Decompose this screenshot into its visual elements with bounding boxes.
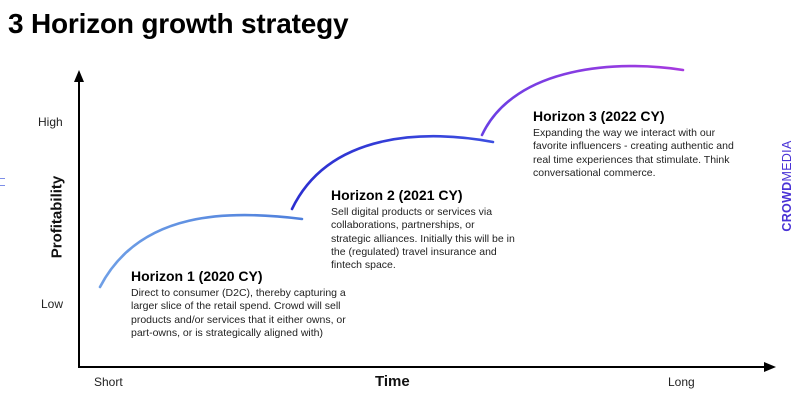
horizon-2-curve (290, 134, 495, 211)
x-tick-long: Long (668, 375, 695, 389)
page-title: 3 Horizon growth strategy (8, 8, 349, 39)
y-tick-low: Low (41, 297, 64, 311)
brand-logo-part2: MEDIA (780, 140, 794, 182)
y-tick-high: High (38, 115, 63, 129)
x-tick-short: Short (94, 375, 123, 389)
horizon-3-curve (480, 64, 685, 137)
horizon-2-description: Sell digital products or services via co… (331, 206, 515, 272)
y-axis-label: Profitability (48, 175, 66, 259)
horizon-1-text: Horizon 1 (2020 CY) Direct to consumer (… (131, 268, 346, 340)
horizon-2-title: Horizon 2 (2021 CY) (331, 187, 463, 203)
brand-logo-part1: CROWD (780, 181, 794, 232)
horizon-3-text: Horizon 3 (2022 CY) Expanding the way we… (533, 108, 748, 180)
horizon-2-text: Horizon 2 (2021 CY) Sell digital product… (331, 187, 516, 272)
horizon-3-description: Expanding the way we interact with our f… (533, 127, 734, 179)
horizon-1-title: Horizon 1 (2020 CY) (131, 268, 263, 284)
y-axis-arrow (74, 70, 84, 82)
brand-logo: CROWDMEDIA (780, 140, 794, 231)
x-axis-label: Time (375, 373, 410, 390)
x-axis-arrow (764, 362, 776, 372)
horizon-1-curve (98, 213, 304, 289)
edge-marker (0, 178, 5, 186)
horizon-1-description: Direct to consumer (D2C), thereby captur… (131, 287, 346, 339)
horizon-3-title: Horizon 3 (2022 CY) (533, 108, 665, 124)
